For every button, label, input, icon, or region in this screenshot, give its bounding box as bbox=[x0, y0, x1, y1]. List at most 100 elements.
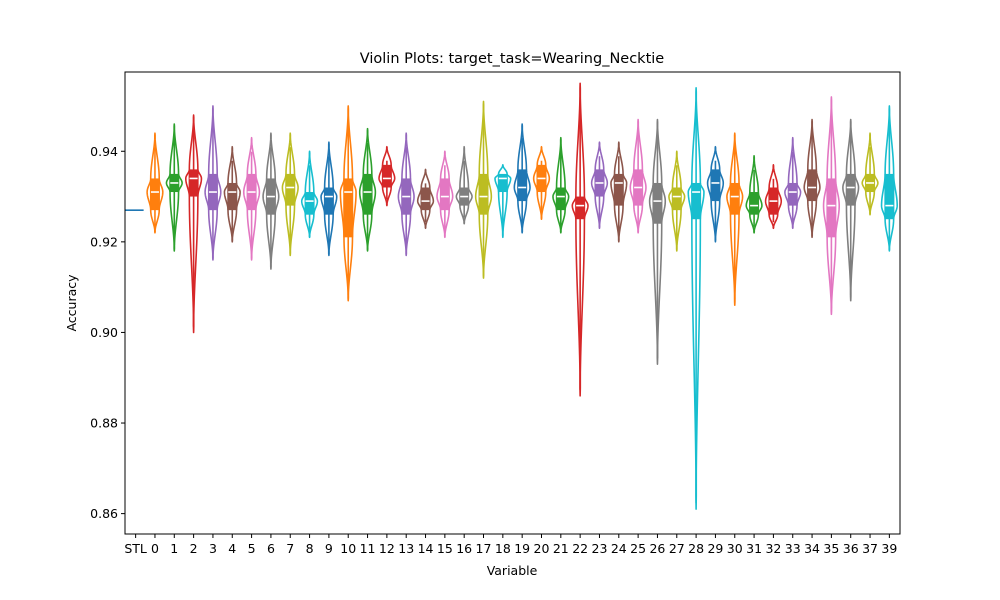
x-tick-label: 9 bbox=[325, 541, 333, 556]
violin-outline bbox=[281, 132, 299, 257]
x-tick-label: 31 bbox=[746, 541, 762, 556]
violin-outline bbox=[880, 105, 898, 252]
x-tick-label: 0 bbox=[151, 541, 159, 556]
violin-outline bbox=[803, 118, 821, 239]
x-tick-label: 12 bbox=[379, 541, 395, 556]
x-tick-label: 23 bbox=[592, 541, 608, 556]
x-tick-label: 26 bbox=[649, 541, 665, 556]
x-tick-label: 7 bbox=[286, 541, 294, 556]
violin-3 bbox=[204, 105, 222, 261]
violin-outline bbox=[726, 132, 744, 307]
violin-iqr-box bbox=[381, 164, 392, 188]
violin-iqr-box bbox=[478, 173, 489, 215]
x-tick-label: 21 bbox=[553, 541, 569, 556]
violin-outline bbox=[784, 136, 802, 230]
violin-iqr-box bbox=[691, 182, 702, 220]
x-tick-label: 30 bbox=[727, 541, 743, 556]
violin-outline bbox=[610, 141, 628, 243]
x-tick-label: 32 bbox=[765, 541, 781, 556]
violin-7 bbox=[281, 132, 299, 257]
y-tick-label: 0.90 bbox=[90, 325, 118, 340]
violin-18 bbox=[494, 164, 512, 239]
violin-outline bbox=[590, 141, 609, 230]
violin-outline bbox=[320, 141, 338, 257]
x-tick-label: 34 bbox=[804, 541, 820, 556]
violin-10 bbox=[339, 105, 357, 302]
x-tick-label: 8 bbox=[306, 541, 314, 556]
violin-27 bbox=[668, 150, 686, 252]
violin-21 bbox=[552, 136, 570, 234]
violin-13 bbox=[397, 132, 415, 257]
violin-iqr-box bbox=[884, 173, 895, 220]
violin-outline bbox=[455, 145, 473, 225]
violin-outline bbox=[300, 150, 319, 239]
x-tick-label: 3 bbox=[209, 541, 217, 556]
violins-layer bbox=[125, 82, 898, 510]
violin-outline bbox=[436, 150, 454, 239]
x-tick-label: 28 bbox=[688, 541, 704, 556]
violin-iqr-box bbox=[188, 169, 199, 197]
x-tick-label: 25 bbox=[630, 541, 646, 556]
violin-37 bbox=[861, 132, 879, 216]
violin-22 bbox=[571, 82, 589, 397]
violin-outline bbox=[262, 132, 280, 270]
violin-iqr-box bbox=[575, 196, 586, 220]
violin-5 bbox=[242, 136, 261, 261]
x-tick-label: 13 bbox=[398, 541, 414, 556]
violin-iqr-box bbox=[826, 178, 837, 238]
violin-iqr-box bbox=[304, 192, 315, 215]
violin-6 bbox=[262, 132, 280, 270]
violin-iqr-box bbox=[729, 182, 740, 215]
violin-outline bbox=[204, 105, 222, 261]
violin-outline bbox=[532, 145, 551, 221]
x-tick-label: 20 bbox=[534, 541, 550, 556]
y-tick-label: 0.86 bbox=[90, 506, 118, 521]
x-tick-label: STL bbox=[124, 541, 147, 556]
x-tick-label: 17 bbox=[476, 541, 492, 556]
x-tick-label: 1 bbox=[170, 541, 178, 556]
violin-outline bbox=[378, 145, 396, 207]
violin-31 bbox=[745, 154, 763, 234]
violin-iqr-box bbox=[807, 169, 818, 202]
x-tick-label: 37 bbox=[862, 541, 878, 556]
violin-33 bbox=[784, 136, 802, 230]
violin-iqr-box bbox=[787, 182, 798, 206]
violin-17 bbox=[474, 100, 493, 279]
violin-iqr-box bbox=[671, 187, 682, 211]
violin-outline bbox=[687, 87, 705, 510]
violin-26 bbox=[648, 118, 667, 365]
violin-9 bbox=[320, 141, 338, 257]
violin-iqr-box bbox=[710, 169, 721, 202]
x-axis-label: Variable bbox=[487, 563, 538, 578]
violin-20 bbox=[532, 145, 551, 221]
violin-0 bbox=[146, 132, 164, 234]
violin-35 bbox=[822, 96, 841, 316]
violin-iqr-box bbox=[285, 173, 296, 206]
violin-outline bbox=[822, 96, 841, 316]
violin-outline bbox=[146, 132, 164, 234]
violin-outline bbox=[552, 136, 570, 234]
x-tick-label: 33 bbox=[785, 541, 801, 556]
violin-outline bbox=[706, 145, 725, 243]
violin-outline bbox=[474, 100, 493, 279]
violin-29 bbox=[706, 145, 725, 243]
x-tick-label: 16 bbox=[456, 541, 472, 556]
x-tick-label: 15 bbox=[437, 541, 453, 556]
violin-2 bbox=[184, 114, 203, 334]
violin-19 bbox=[513, 123, 531, 234]
violin-1 bbox=[165, 123, 183, 252]
x-tick-label: 24 bbox=[611, 541, 627, 556]
y-tick-label: 0.92 bbox=[90, 234, 118, 249]
violin-outline bbox=[358, 127, 377, 252]
x-tick-label: 18 bbox=[495, 541, 511, 556]
violin-outline bbox=[571, 82, 589, 397]
violin-8 bbox=[300, 150, 319, 239]
violin-iqr-box bbox=[420, 187, 431, 211]
violin-15 bbox=[436, 150, 454, 239]
violin-iqr-box bbox=[613, 173, 624, 206]
violin-32 bbox=[764, 164, 783, 230]
violin-outline bbox=[416, 168, 435, 230]
violin-16 bbox=[455, 145, 473, 225]
violin-iqr-box bbox=[845, 173, 856, 206]
